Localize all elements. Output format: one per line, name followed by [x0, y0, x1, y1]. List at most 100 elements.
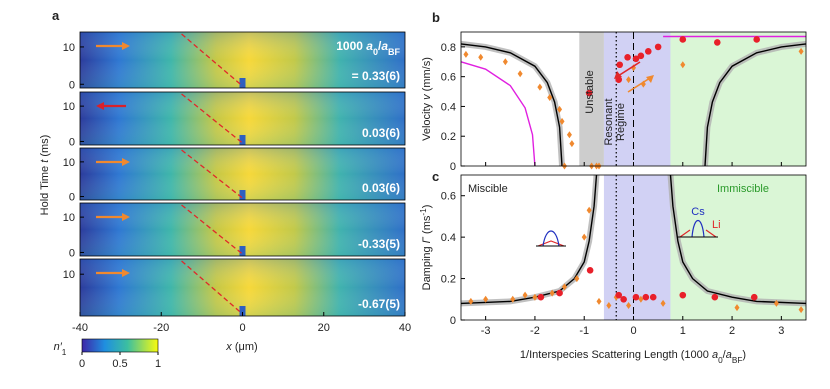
x-axis-label: 1/Interspecies Scattering Length (1000 a… [520, 349, 746, 365]
x-tick-label: 3 [778, 325, 784, 337]
text-part: Damping [421, 243, 433, 290]
x-tick-label: -3 [481, 325, 491, 337]
y-tick-label: 0.6 [441, 72, 456, 84]
x-tick-label: 1 [680, 325, 686, 337]
inset-arrow-head [614, 71, 622, 79]
header: 1000 a0/aBF [336, 39, 400, 57]
density-dip [239, 246, 246, 256]
point [517, 70, 523, 78]
point [734, 304, 740, 312]
point [616, 61, 623, 69]
y-tick-label: 0 [69, 136, 75, 148]
point [581, 233, 587, 241]
point [713, 39, 721, 46]
arrow-head [122, 269, 130, 277]
text-part: Γ [421, 236, 433, 243]
text-part: (ms [421, 215, 433, 237]
region [579, 32, 604, 166]
x-tick-label: 40 [399, 322, 411, 334]
point [502, 58, 508, 66]
y-tick-label: 0.4 [441, 232, 456, 244]
point [557, 105, 563, 113]
density-dip [239, 135, 246, 145]
y-axis-label: Velocity v (mm/s) [421, 57, 433, 141]
trajectory [181, 204, 243, 255]
inset-arrow-head [646, 75, 654, 83]
x-tick-label: -20 [153, 322, 169, 334]
colorbar-tick-label: 1 [155, 358, 161, 370]
trajectory [181, 260, 243, 315]
point [750, 293, 758, 301]
row-value: = 0.33(6) [352, 69, 400, 83]
point [510, 295, 516, 303]
y-tick-label: 10 [63, 269, 75, 281]
density-dip [239, 190, 246, 200]
y-axis-label: Damping Γ (ms-1) [419, 205, 434, 291]
x-tick-label: -2 [530, 325, 540, 337]
point [638, 295, 644, 303]
annotation: Unstable [584, 70, 596, 113]
frame [79, 31, 406, 89]
line [460, 43, 807, 167]
point [644, 48, 652, 55]
point [624, 54, 631, 61]
point [537, 83, 543, 91]
text-part: n′ [54, 341, 63, 353]
annotation: Cs [691, 206, 705, 218]
point [556, 289, 563, 297]
point [586, 206, 592, 214]
point [596, 297, 602, 305]
annotation: Resonant [603, 98, 615, 145]
point [569, 140, 575, 148]
frame [79, 147, 406, 201]
text-part: BF [732, 356, 743, 365]
text-part: 1/Interspecies Scattering Length (1000 [520, 349, 712, 361]
text-part: (ms) [39, 135, 51, 160]
y-tick-label: 0 [69, 247, 75, 259]
point [798, 306, 804, 314]
y-tick-label: 0.2 [441, 131, 456, 143]
colorbar-tick-label: 0 [79, 358, 85, 370]
inset-sketch [542, 230, 560, 247]
row-value: -0.33(5) [358, 237, 400, 251]
point [615, 291, 623, 299]
point [483, 295, 489, 303]
point [537, 293, 545, 301]
point [522, 291, 528, 299]
point [654, 43, 662, 51]
point [478, 53, 484, 61]
y-tick-label: 0.6 [441, 191, 456, 203]
y-tick-label: 0 [69, 79, 75, 91]
text-part: x [225, 341, 232, 353]
trajectory [181, 33, 243, 87]
inset-arrow [617, 61, 641, 77]
text-part: 0 [718, 356, 723, 365]
row-value: 0.03(6) [362, 126, 400, 140]
text-part: v [421, 93, 433, 100]
x-tick-label: 2 [729, 325, 735, 337]
point [660, 299, 666, 307]
row-value: -0.67(5) [358, 297, 400, 311]
point [620, 295, 627, 303]
region [670, 32, 806, 166]
inset-sketch [537, 240, 565, 247]
point [680, 61, 686, 69]
y-tick-label: 10 [63, 101, 75, 113]
text-part: Hold Time [39, 163, 51, 216]
point [585, 89, 593, 97]
inset-sketch [679, 229, 717, 238]
point [549, 289, 555, 297]
frame [79, 91, 406, 146]
annotation: Miscible [468, 183, 508, 195]
point [798, 47, 804, 55]
text-part: -1 [419, 208, 428, 216]
x-tick-label: -40 [72, 322, 88, 334]
point [626, 76, 632, 84]
region [603, 32, 671, 166]
text-part: ) [742, 349, 746, 361]
text-part: a [366, 39, 373, 53]
arrow-head [122, 213, 130, 221]
arrow-head [122, 158, 130, 166]
point [468, 297, 474, 305]
point [637, 52, 645, 60]
